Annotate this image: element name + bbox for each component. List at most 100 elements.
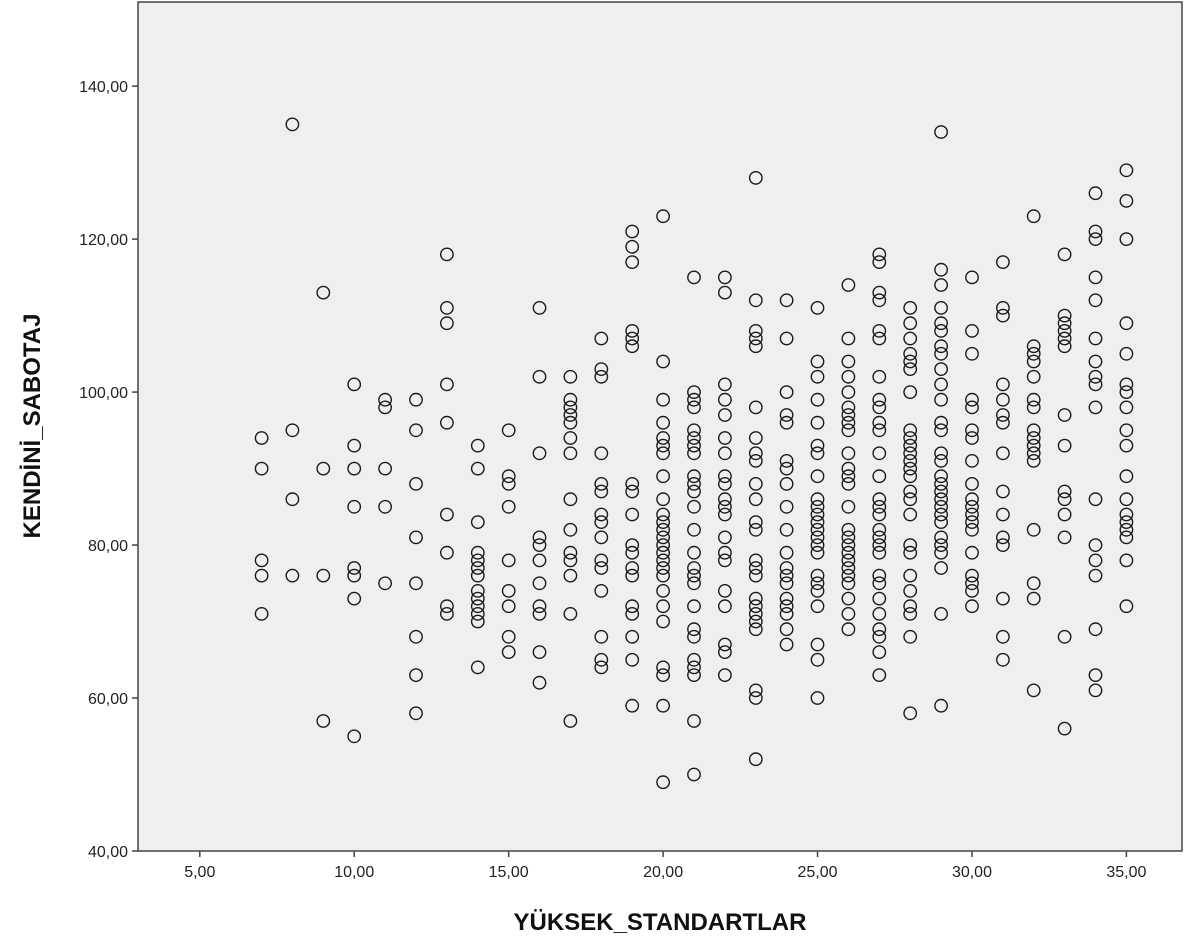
data-point <box>687 545 701 560</box>
data-point <box>718 377 732 392</box>
data-point <box>563 431 578 445</box>
data-point <box>934 262 948 277</box>
data-point <box>409 668 423 682</box>
data-point <box>779 331 794 346</box>
data-point <box>841 553 856 568</box>
data-point <box>748 453 763 468</box>
data-point <box>625 339 640 354</box>
data-point <box>718 668 732 682</box>
data-point <box>594 507 609 522</box>
data-point <box>934 362 948 376</box>
data-point <box>934 453 948 468</box>
data-point <box>779 545 794 560</box>
data-point <box>409 423 423 438</box>
data-point <box>841 461 856 476</box>
data-point <box>656 530 670 545</box>
data-point <box>872 668 887 682</box>
data-point <box>718 469 732 484</box>
data-point <box>748 599 763 614</box>
data-point <box>996 377 1010 392</box>
data-point <box>439 316 454 331</box>
data-point <box>687 522 701 537</box>
data-point <box>1119 492 1134 507</box>
data-point <box>934 346 948 361</box>
data-point <box>965 453 979 468</box>
data-point <box>563 714 578 728</box>
data-point <box>841 538 856 552</box>
data-point <box>810 515 825 529</box>
data-point <box>810 300 825 315</box>
data-point <box>687 423 701 438</box>
data-point <box>470 599 485 614</box>
data-point <box>1088 622 1103 637</box>
data-point <box>934 377 948 392</box>
data-point <box>903 316 918 331</box>
data-point <box>841 607 856 621</box>
data-point <box>934 316 948 331</box>
data-point <box>748 752 763 767</box>
data-point <box>656 354 670 369</box>
data-point <box>470 614 485 629</box>
data-point <box>409 706 423 721</box>
data-point <box>841 369 856 384</box>
data-point <box>1026 438 1041 453</box>
data-point <box>841 331 856 346</box>
data-point <box>996 300 1010 315</box>
data-point <box>718 530 732 545</box>
data-point <box>996 308 1010 323</box>
data-point <box>687 469 701 484</box>
data-point <box>687 446 701 461</box>
data-point <box>594 584 609 598</box>
data-point <box>470 515 485 529</box>
data-point <box>1088 224 1103 239</box>
data-point <box>687 400 701 415</box>
data-point <box>563 553 578 568</box>
data-point <box>594 331 609 346</box>
data-point <box>1088 683 1103 698</box>
data-point <box>1119 522 1134 537</box>
data-point <box>779 576 794 591</box>
data-point <box>625 331 640 346</box>
data-point <box>1119 377 1134 392</box>
data-point <box>903 629 918 644</box>
data-point <box>625 568 640 583</box>
data-point <box>748 431 763 445</box>
data-point <box>810 652 825 667</box>
data-point <box>748 522 763 537</box>
data-point <box>810 576 825 591</box>
data-point <box>378 499 392 514</box>
data-point <box>532 576 547 591</box>
data-point <box>872 285 887 300</box>
data-point <box>501 423 516 438</box>
data-point <box>872 415 887 430</box>
data-point <box>594 476 609 491</box>
data-point <box>563 568 578 583</box>
data-point <box>1119 400 1134 415</box>
data-point <box>656 668 670 682</box>
data-point <box>872 629 887 644</box>
data-point <box>1088 331 1103 346</box>
data-point <box>656 438 670 453</box>
x-tick-label: 15,00 <box>489 864 529 881</box>
data-point <box>810 507 825 522</box>
data-point <box>965 499 979 514</box>
data-point <box>965 522 979 537</box>
data-point <box>779 499 794 514</box>
data-point <box>470 607 485 621</box>
data-point <box>810 599 825 614</box>
data-point <box>748 293 763 308</box>
data-point <box>965 545 979 560</box>
data-point <box>903 346 918 361</box>
data-point <box>501 629 516 644</box>
data-point <box>1088 568 1103 583</box>
data-point <box>872 400 887 415</box>
data-point <box>965 400 979 415</box>
data-point <box>903 362 918 376</box>
data-point <box>872 469 887 484</box>
data-point <box>965 576 979 591</box>
data-point <box>779 415 794 430</box>
data-point <box>934 545 948 560</box>
data-point <box>996 591 1010 606</box>
data-point <box>903 354 918 369</box>
